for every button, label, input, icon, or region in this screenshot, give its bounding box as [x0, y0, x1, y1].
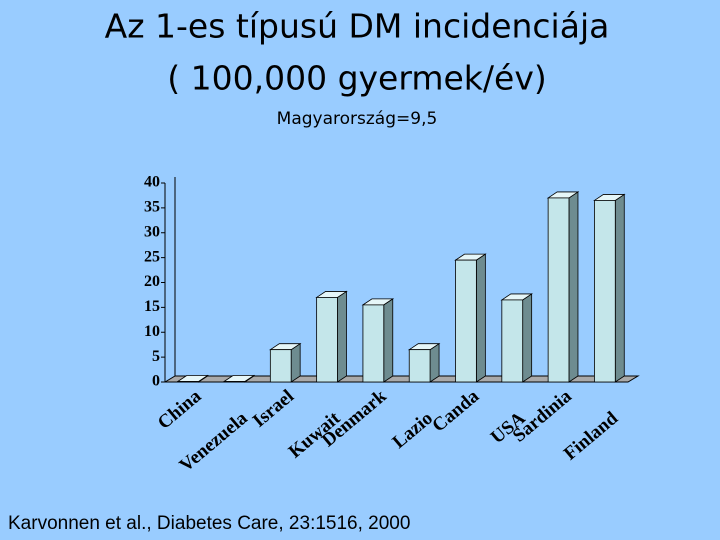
y-tick-label: 10	[144, 323, 160, 340]
bar	[362, 304, 385, 383]
y-tick-label: 5	[152, 348, 160, 365]
y-tick-label: 25	[144, 248, 160, 265]
bar	[316, 297, 338, 383]
bar-side	[522, 293, 533, 383]
chart-subtitle: ( 100,000 gyermek/év)	[167, 59, 546, 98]
bar	[455, 259, 477, 383]
bar	[547, 197, 570, 383]
y-tick-label: 40	[144, 174, 160, 191]
bar-side	[290, 342, 301, 383]
y-tick-label: 20	[144, 273, 160, 290]
bar-side	[383, 298, 394, 383]
bar	[269, 349, 292, 383]
y-tick-label: 35	[144, 199, 160, 216]
bar	[408, 349, 431, 383]
y-tick-label: 30	[144, 223, 160, 240]
chart-title: Az 1-es típusú DM incidenciája	[105, 7, 610, 46]
bar-side	[614, 193, 625, 383]
bar-side	[337, 290, 347, 383]
bar	[501, 299, 524, 383]
y-tick-label: 0	[152, 373, 160, 390]
y-tick-label: 15	[144, 298, 160, 315]
bar-side	[475, 253, 486, 383]
source-note: Karvonnen et al., Diabetes Care, 23:1516…	[8, 513, 410, 534]
bar	[594, 200, 616, 383]
bar-side	[568, 191, 579, 383]
bar-side	[429, 342, 440, 383]
annotation: Magyarország=9,5	[277, 109, 438, 129]
